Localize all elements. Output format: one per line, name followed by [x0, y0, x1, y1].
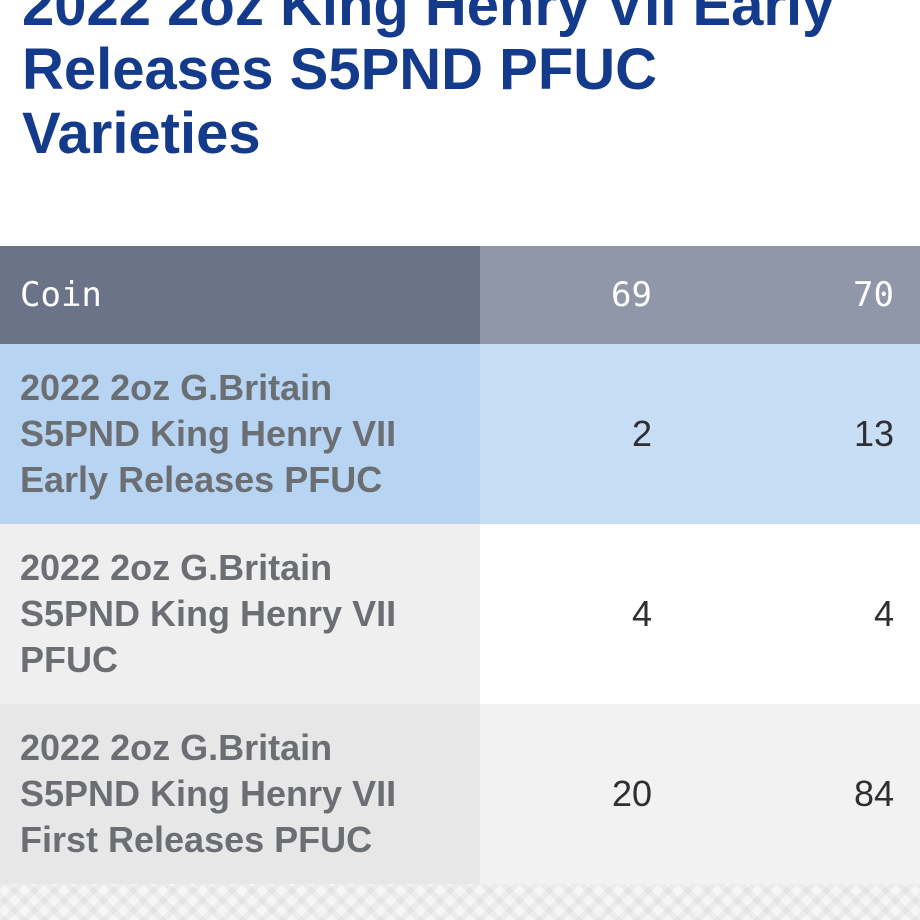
population-table: Coin 69 70 2022 2oz G.Britain S5PND King…: [0, 246, 920, 884]
grade-70-count: 13: [680, 344, 920, 524]
grade-70-count: 4: [680, 524, 920, 704]
column-header-69[interactable]: 69: [480, 246, 680, 344]
column-header-coin[interactable]: Coin: [0, 246, 480, 344]
grade-69-count: 2: [480, 344, 680, 524]
coin-name-cell[interactable]: 2022 2oz G.Britain S5PND King Henry VII …: [0, 344, 480, 524]
coin-name-cell[interactable]: 2022 2oz G.Britain S5PND King Henry VII …: [0, 524, 480, 704]
grade-69-count: 20: [480, 704, 680, 884]
table-header-row: Coin 69 70: [0, 246, 920, 344]
grade-70-count: 84: [680, 704, 920, 884]
table-row[interactable]: 2022 2oz G.Britain S5PND King Henry VII …: [0, 704, 920, 884]
decorative-pattern-band: [0, 884, 920, 920]
column-header-70[interactable]: 70: [680, 246, 920, 344]
coin-name-cell[interactable]: 2022 2oz G.Britain S5PND King Henry VII …: [0, 704, 480, 884]
table-row[interactable]: 2022 2oz G.Britain S5PND King Henry VII …: [0, 524, 920, 704]
table-row[interactable]: 2022 2oz G.Britain S5PND King Henry VII …: [0, 344, 920, 524]
grade-69-count: 4: [480, 524, 680, 704]
page-title: 2022 2oz King Henry VII Early Releases S…: [22, 0, 835, 166]
